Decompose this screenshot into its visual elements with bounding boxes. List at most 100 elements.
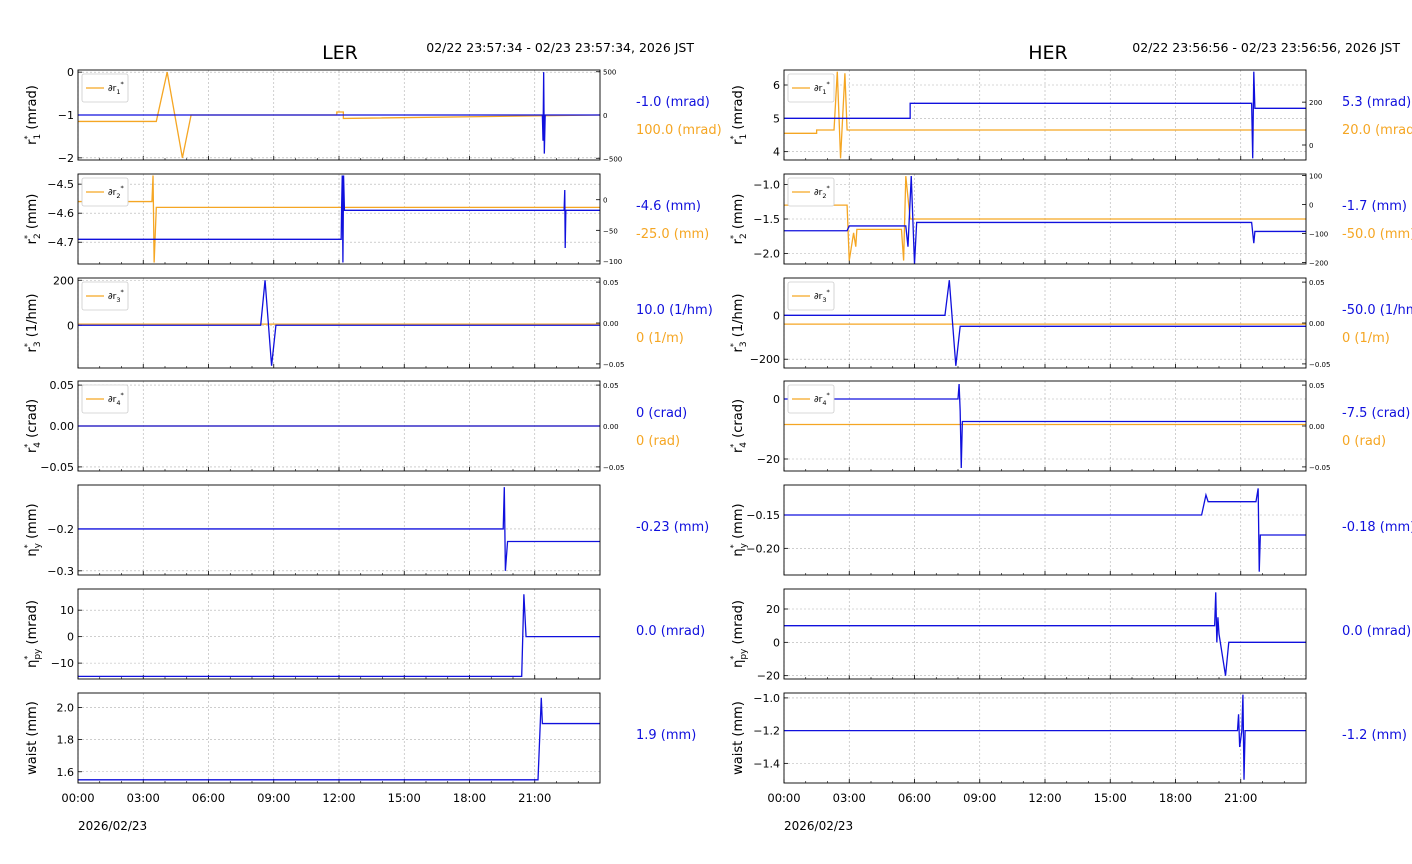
secondary-value-readout: 0 (1/m): [636, 331, 684, 346]
x-tick-label: 21:00: [518, 791, 551, 805]
y2-tick-label: −0.05: [1309, 464, 1330, 472]
legend-label: ∂r2*: [108, 184, 125, 200]
y-tick-label: 200: [53, 274, 74, 287]
y2-tick-label: 200: [1309, 99, 1322, 107]
primary-value-readout: 5.3 (mrad): [1342, 95, 1411, 110]
primary-series-line: [78, 72, 600, 154]
x-tick-label: 12:00: [322, 791, 355, 805]
y-tick-label: −4.7: [47, 236, 74, 249]
y-tick-label: 2.0: [57, 701, 75, 714]
primary-series-line: [78, 487, 600, 571]
y-tick-label: 0.05: [50, 379, 75, 392]
legend-label: ∂r3*: [814, 288, 831, 304]
y-axis-label: η*y (mm): [23, 503, 43, 556]
x-tick-label: 18:00: [1159, 791, 1192, 805]
panel-1: 6 5 4 200 0 ∂r1* r*1 (mrad) 5.3 (mrad) 20.0 (mra…: [729, 69, 1412, 161]
y-tick-label: −1.0: [753, 692, 780, 705]
y-tick-label: 0: [67, 319, 74, 332]
date-label: 2026/02/23: [78, 819, 147, 833]
legend-label: ∂r4*: [108, 391, 125, 407]
panel-6: 20 0 −20 η*py (mrad) 0.0 (mrad): [729, 588, 1411, 683]
primary-series-line: [78, 175, 600, 263]
y2-tick-label: 0.05: [1309, 382, 1325, 390]
x-tick-label: 21:00: [1224, 791, 1257, 805]
chart-her: HER 02/22 23:56:56 - 02/23 23:56:56, 2026…: [729, 40, 1412, 833]
primary-value-readout: -7.5 (crad): [1342, 406, 1410, 421]
y-axis-label: r*2 (mm): [23, 194, 43, 245]
y2-tick-label: 0: [603, 197, 607, 205]
legend: ∂r4*: [787, 384, 835, 414]
panel-2: −4.5 −4.6 −4.7 0 −50 −100 ∂r2* r*2 (mm) -4.6 (mm…: [23, 173, 709, 266]
y-axis-label: r*4 (crad): [23, 399, 43, 453]
legend-box: [81, 73, 129, 103]
panel-3: 0 −200 0.05 0.00 −0.05 ∂r3* r*3 (1/hm) -50.0 (1…: [729, 277, 1412, 369]
y2-tick-label: 0.00: [603, 320, 619, 328]
y-tick-label: −0.3: [47, 565, 74, 578]
y-tick-label: 1.8: [57, 734, 75, 747]
panel-frame: [77, 69, 601, 161]
legend-label: ∂r3*: [108, 288, 125, 304]
legend-box: [81, 281, 129, 311]
y-tick-label: 6: [773, 79, 780, 92]
x-tick-label: 09:00: [257, 791, 290, 805]
primary-series-line: [784, 488, 1306, 572]
y-axis-label: r*1 (mrad): [23, 85, 43, 145]
y2-tick-label: −50: [603, 227, 618, 235]
y2-tick-label: 0.00: [1309, 320, 1325, 328]
y2-tick-label: 500: [603, 69, 616, 77]
legend: ∂r2*: [81, 177, 129, 207]
primary-value-readout: -1.2 (mm): [1342, 728, 1407, 743]
x-tick-label: 18:00: [453, 791, 486, 805]
time-range: 02/22 23:56:56 - 02/23 23:56:56, 2026 JS…: [1132, 40, 1400, 55]
y-axis-label: r*3 (1/hm): [729, 294, 749, 353]
primary-series-line: [784, 694, 1306, 780]
legend: ∂r3*: [787, 281, 835, 311]
chart-title: HER: [1028, 42, 1068, 64]
panel-4: 0 −20 0.05 0.00 −0.05 ∂r4* r*4 (crad) -7.5 (cra…: [729, 380, 1410, 472]
panel-frame: [77, 277, 601, 369]
panel-7: 2.0 1.8 1.6 waist (mm) 1.9 (mm) 00:00 03:00 06:…: [25, 692, 696, 833]
panel-frame: [783, 69, 1307, 161]
legend-label: ∂r1*: [108, 80, 125, 96]
secondary-series-line: [78, 175, 600, 263]
primary-value-readout: -50.0 (1/hm): [1342, 303, 1412, 318]
secondary-value-readout: -50.0 (mm): [1342, 227, 1412, 242]
legend-label: ∂r2*: [814, 184, 831, 200]
y2-tick-label: 0.05: [1309, 279, 1325, 287]
y2-tick-label: 100: [1309, 172, 1322, 180]
panel-frame: [77, 484, 601, 576]
primary-series-line: [784, 383, 1306, 469]
y-tick-label: 0: [67, 631, 74, 644]
y-axis-label: η*py (mrad): [729, 600, 749, 668]
y2-tick-label: 0: [1309, 142, 1313, 150]
y-tick-label: −2: [58, 152, 74, 165]
y2-tick-label: 0.00: [1309, 423, 1325, 431]
secondary-series-line: [784, 71, 1306, 159]
y2-tick-label: 0.05: [603, 382, 619, 390]
panel-frame: [783, 692, 1307, 784]
primary-series-line: [78, 280, 600, 366]
panel-frame: [783, 380, 1307, 472]
panel-frame: [77, 588, 601, 680]
y-axis-label: r*2 (mm): [729, 194, 749, 245]
panel-frame: [783, 173, 1307, 265]
panel-5: −0.15 −0.20η*y (mm) -0.18 (mm): [729, 484, 1412, 576]
panel-4: 0.05 0.00 −0.05 0.05 0.00 −0.05 ∂r4* r*4 (crad)…: [23, 379, 687, 474]
y-tick-label: −20: [757, 670, 780, 683]
y-tick-label: −0.2: [47, 523, 74, 536]
primary-value-readout: -0.18 (mm): [1342, 520, 1412, 535]
y-tick-label: −4.5: [47, 178, 74, 191]
x-tick-label: 15:00: [388, 791, 421, 805]
secondary-value-readout: 0 (rad): [636, 434, 680, 449]
panel-frame: [783, 484, 1307, 576]
legend-box: [81, 177, 129, 207]
y2-tick-label: −0.05: [603, 464, 624, 472]
x-tick-label: 00:00: [61, 791, 94, 805]
y-tick-label: −1: [58, 109, 74, 122]
y-tick-label: 5: [773, 112, 780, 125]
x-tick-label: 15:00: [1094, 791, 1127, 805]
y-tick-label: 0: [773, 309, 780, 322]
primary-value-readout: 0.0 (mrad): [1342, 624, 1411, 639]
x-tick-label: 03:00: [127, 791, 160, 805]
primary-value-readout: -1.0 (mrad): [636, 95, 710, 110]
